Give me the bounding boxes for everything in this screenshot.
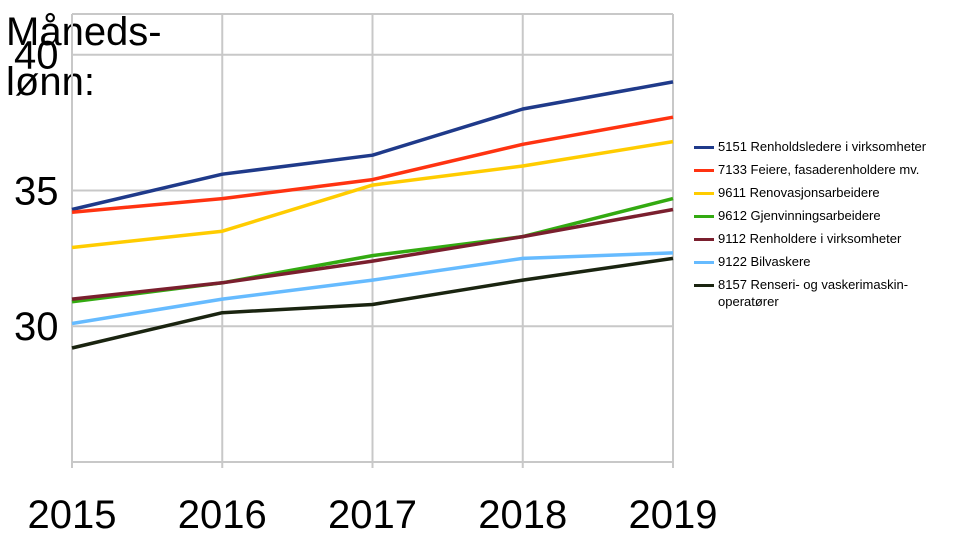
- y-axis-label-line-2: lønn:: [6, 60, 95, 104]
- x-tick-label-3: 2018: [478, 493, 567, 537]
- series-line-6: [71, 256, 674, 350]
- legend-item-2: 9611 Renovasjonsarbeidere: [694, 184, 958, 201]
- legend-item-1: 7133 Feiere, fasaderenholdere mv.: [694, 161, 958, 178]
- x-tick-label-2: 2017: [328, 493, 417, 537]
- y-tick-label-0: 30: [14, 305, 59, 349]
- legend-swatch-2: [694, 192, 714, 195]
- legend-label-0: 5151 Renholdsledere i virksomheter: [718, 139, 927, 154]
- series-line-5: [71, 251, 674, 326]
- legend-label-6: 8157 Renseri- og vaskerimaskin-operatøre…: [718, 277, 909, 309]
- legend-swatch-6: [694, 284, 714, 287]
- legend-swatch-4: [694, 238, 714, 241]
- series-line-2: [71, 139, 674, 250]
- y-tick-label-1: 35: [14, 169, 59, 213]
- series-line-0: [71, 80, 674, 212]
- legend-swatch-5: [694, 261, 714, 264]
- legend-item-6: 8157 Renseri- og vaskerimaskin-operatøre…: [694, 276, 958, 310]
- legend-swatch-1: [694, 169, 714, 172]
- series-line-1: [71, 115, 674, 214]
- legend-swatch-0: [694, 146, 714, 149]
- x-tick-label-0: 2015: [28, 493, 117, 537]
- legend-item-5: 9122 Bilvaskere: [694, 253, 958, 270]
- legend-item-3: 9612 Gjenvinningsarbeidere: [694, 207, 958, 224]
- y-axis-label-line-1: Måneds-: [6, 10, 162, 54]
- legend-swatch-3: [694, 215, 714, 218]
- series-line-4: [71, 207, 674, 301]
- legend-item-0: 5151 Renholdsledere i virksomheter: [694, 138, 958, 155]
- legend-item-4: 9112 Renholdere i virksomheter: [694, 230, 958, 247]
- legend-label-4: 9112 Renholdere i virksomheter: [718, 231, 902, 246]
- chart-legend: 5151 Renholdsledere i virksomheter 7133 F…: [694, 138, 958, 316]
- x-tick-label-4: 2019: [629, 493, 718, 537]
- y-tick-label-2: 40: [14, 34, 59, 78]
- x-tick-label-1: 2016: [178, 493, 267, 537]
- legend-label-5: 9122 Bilvaskere: [718, 254, 811, 269]
- legend-label-1: 7133 Feiere, fasaderenholdere mv.: [718, 162, 920, 177]
- legend-label-2: 9611 Renovasjonsarbeidere: [718, 185, 880, 200]
- legend-label-3: 9612 Gjenvinningsarbeidere: [718, 208, 881, 223]
